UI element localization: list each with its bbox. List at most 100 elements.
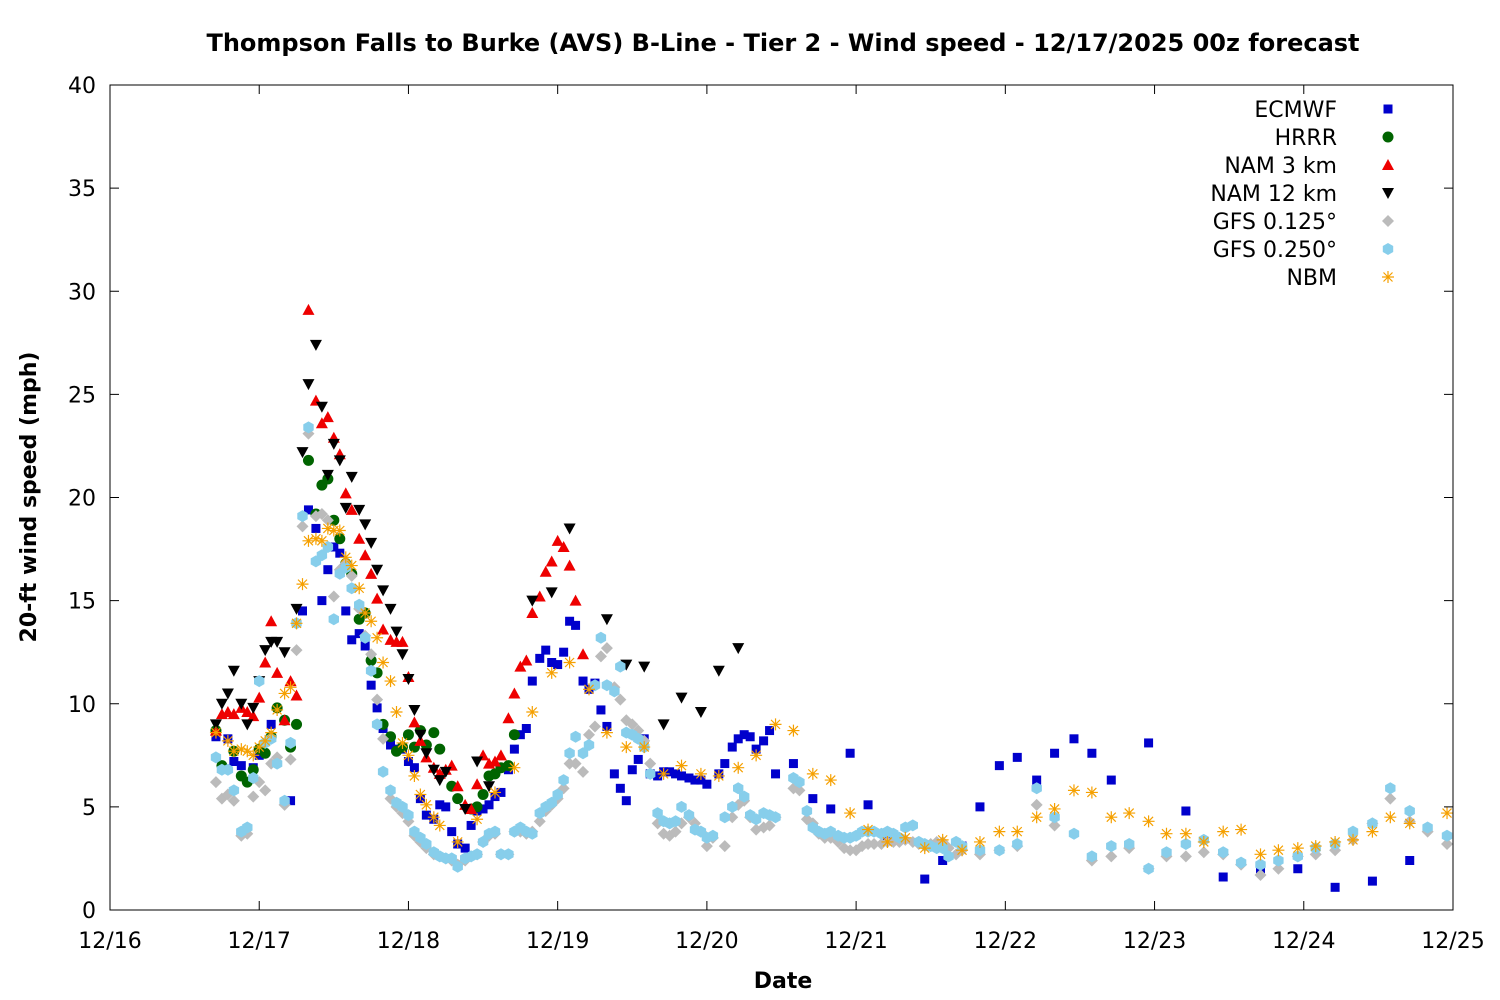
series-nam-12-km: [209, 339, 745, 815]
x-tick-label: 12/25: [1421, 929, 1484, 954]
data-point: [253, 741, 266, 754]
legend-marker: [1382, 243, 1394, 255]
y-tick-label: 5: [82, 796, 96, 821]
legend-label: NAM 3 km: [1224, 154, 1337, 179]
data-point: [359, 549, 372, 561]
data-point: [588, 720, 601, 733]
data-point: [1217, 825, 1230, 838]
data-point: [471, 848, 483, 861]
data-point: [483, 781, 496, 793]
data-point: [259, 784, 272, 797]
data-point: [254, 675, 265, 688]
data-point: [653, 771, 663, 781]
data-point: [733, 734, 743, 744]
data-point: [335, 548, 345, 558]
data-point: [385, 784, 396, 797]
legend-label: NBM: [1286, 266, 1337, 291]
data-point: [371, 631, 384, 644]
data-point: [329, 542, 339, 552]
data-point: [694, 767, 707, 780]
data-point: [1179, 827, 1192, 840]
data-point: [1218, 846, 1229, 859]
data-point: [751, 744, 761, 754]
data-point: [589, 679, 601, 692]
y-tick-label: 15: [68, 590, 96, 615]
data-point: [346, 582, 357, 595]
data-point: [366, 680, 376, 690]
data-point: [1385, 782, 1396, 795]
data-point: [620, 659, 633, 671]
data-point: [371, 592, 384, 604]
data-point: [881, 835, 894, 848]
data-point: [290, 617, 303, 630]
data-point: [227, 665, 240, 677]
data-point: [1422, 821, 1433, 834]
data-point: [488, 786, 501, 799]
data-point: [315, 401, 328, 413]
data-point: [420, 798, 433, 811]
legend-marker: [1382, 131, 1394, 143]
data-point: [296, 520, 309, 533]
data-point: [247, 790, 260, 803]
data-point: [1197, 846, 1210, 859]
data-point: [1272, 862, 1285, 875]
data-point: [460, 843, 470, 853]
data-point: [241, 719, 254, 731]
data-point: [321, 522, 334, 535]
data-point: [545, 555, 558, 567]
data-point: [614, 693, 627, 706]
data-point: [271, 636, 284, 648]
data-point: [1032, 775, 1042, 785]
data-point: [824, 774, 837, 787]
data-point: [241, 706, 254, 717]
x-tick-label: 12/19: [526, 929, 589, 954]
data-point: [235, 698, 248, 710]
data-point: [339, 551, 352, 564]
data-point: [315, 534, 328, 547]
y-tick-label: 20: [68, 487, 96, 512]
data-point: [707, 829, 719, 842]
legend-entry: NBM: [1286, 266, 1394, 291]
data-point: [596, 705, 606, 715]
data-point: [845, 748, 855, 758]
data-point: [328, 613, 339, 626]
data-point: [403, 757, 413, 766]
data-point: [265, 726, 278, 739]
data-point: [539, 565, 552, 577]
data-point: [452, 860, 463, 873]
data-point: [1048, 802, 1061, 815]
data-point: [553, 660, 563, 670]
data-point: [1367, 876, 1377, 886]
x-axis-label: Date: [754, 969, 813, 994]
data-point: [533, 815, 546, 828]
data-point: [918, 842, 931, 855]
data-point: [477, 789, 489, 800]
data-point: [938, 856, 948, 865]
data-point: [570, 730, 581, 743]
data-point: [414, 729, 427, 741]
data-point: [690, 775, 700, 785]
data-point: [290, 644, 303, 657]
data-point: [503, 848, 514, 861]
series-gfs-0-250: [210, 421, 1453, 875]
data-point: [209, 776, 222, 789]
data-point: [403, 809, 414, 822]
data-point: [377, 623, 390, 635]
plot-area: [209, 303, 1454, 892]
data-point: [645, 767, 656, 780]
data-point: [271, 703, 284, 716]
data-point: [365, 654, 377, 666]
data-point: [600, 614, 613, 626]
data-point: [676, 800, 687, 813]
data-point: [446, 852, 457, 865]
data-point: [515, 730, 525, 740]
y-tick-label: 0: [82, 899, 96, 924]
data-point: [365, 537, 378, 549]
data-point: [719, 811, 730, 824]
data-point: [222, 763, 234, 776]
data-point: [309, 339, 322, 351]
series-nam-3-km: [209, 303, 590, 814]
data-point: [427, 811, 440, 824]
legend-entry: NAM 3 km: [1224, 154, 1394, 179]
data-point: [297, 510, 308, 523]
